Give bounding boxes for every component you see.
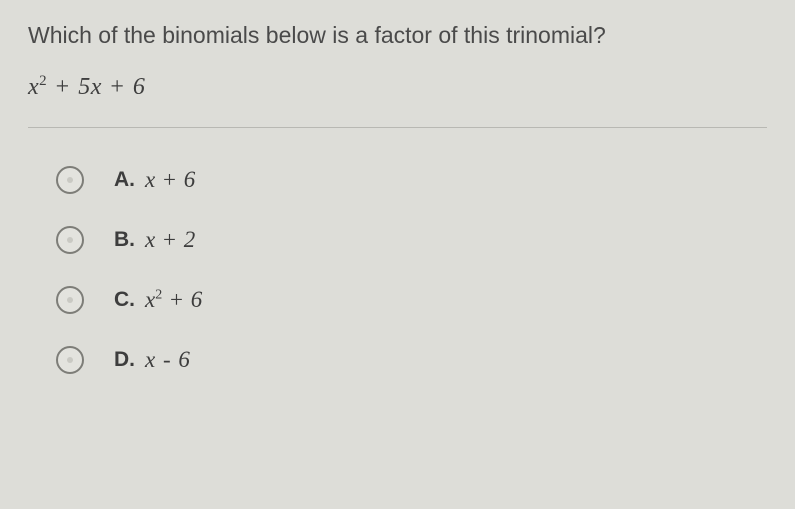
option-letter: A. [114,168,135,192]
radio-icon[interactable] [56,166,84,194]
radio-icon[interactable] [56,346,84,374]
option-letter: D. [114,348,135,372]
options-list: A. x + 6 B. x + 2 C. x2 + 6 D. x - 6 [28,166,767,374]
option-row[interactable]: A. x + 6 [56,166,767,194]
option-letter: B. [114,228,135,252]
question-prompt: Which of the binomials below is a factor… [28,22,767,49]
radio-icon[interactable] [56,286,84,314]
option-expression: x2 + 6 [145,287,202,313]
option-expression: x + 6 [145,167,195,193]
option-letter: C. [114,288,135,312]
option-row[interactable]: B. x + 2 [56,226,767,254]
option-row[interactable]: D. x - 6 [56,346,767,374]
option-row[interactable]: C. x2 + 6 [56,286,767,314]
divider [28,127,767,128]
option-expression: x + 2 [145,227,195,253]
question-expression: x2 + 5x + 6 [28,73,767,101]
radio-icon[interactable] [56,226,84,254]
option-expression: x - 6 [145,347,190,373]
